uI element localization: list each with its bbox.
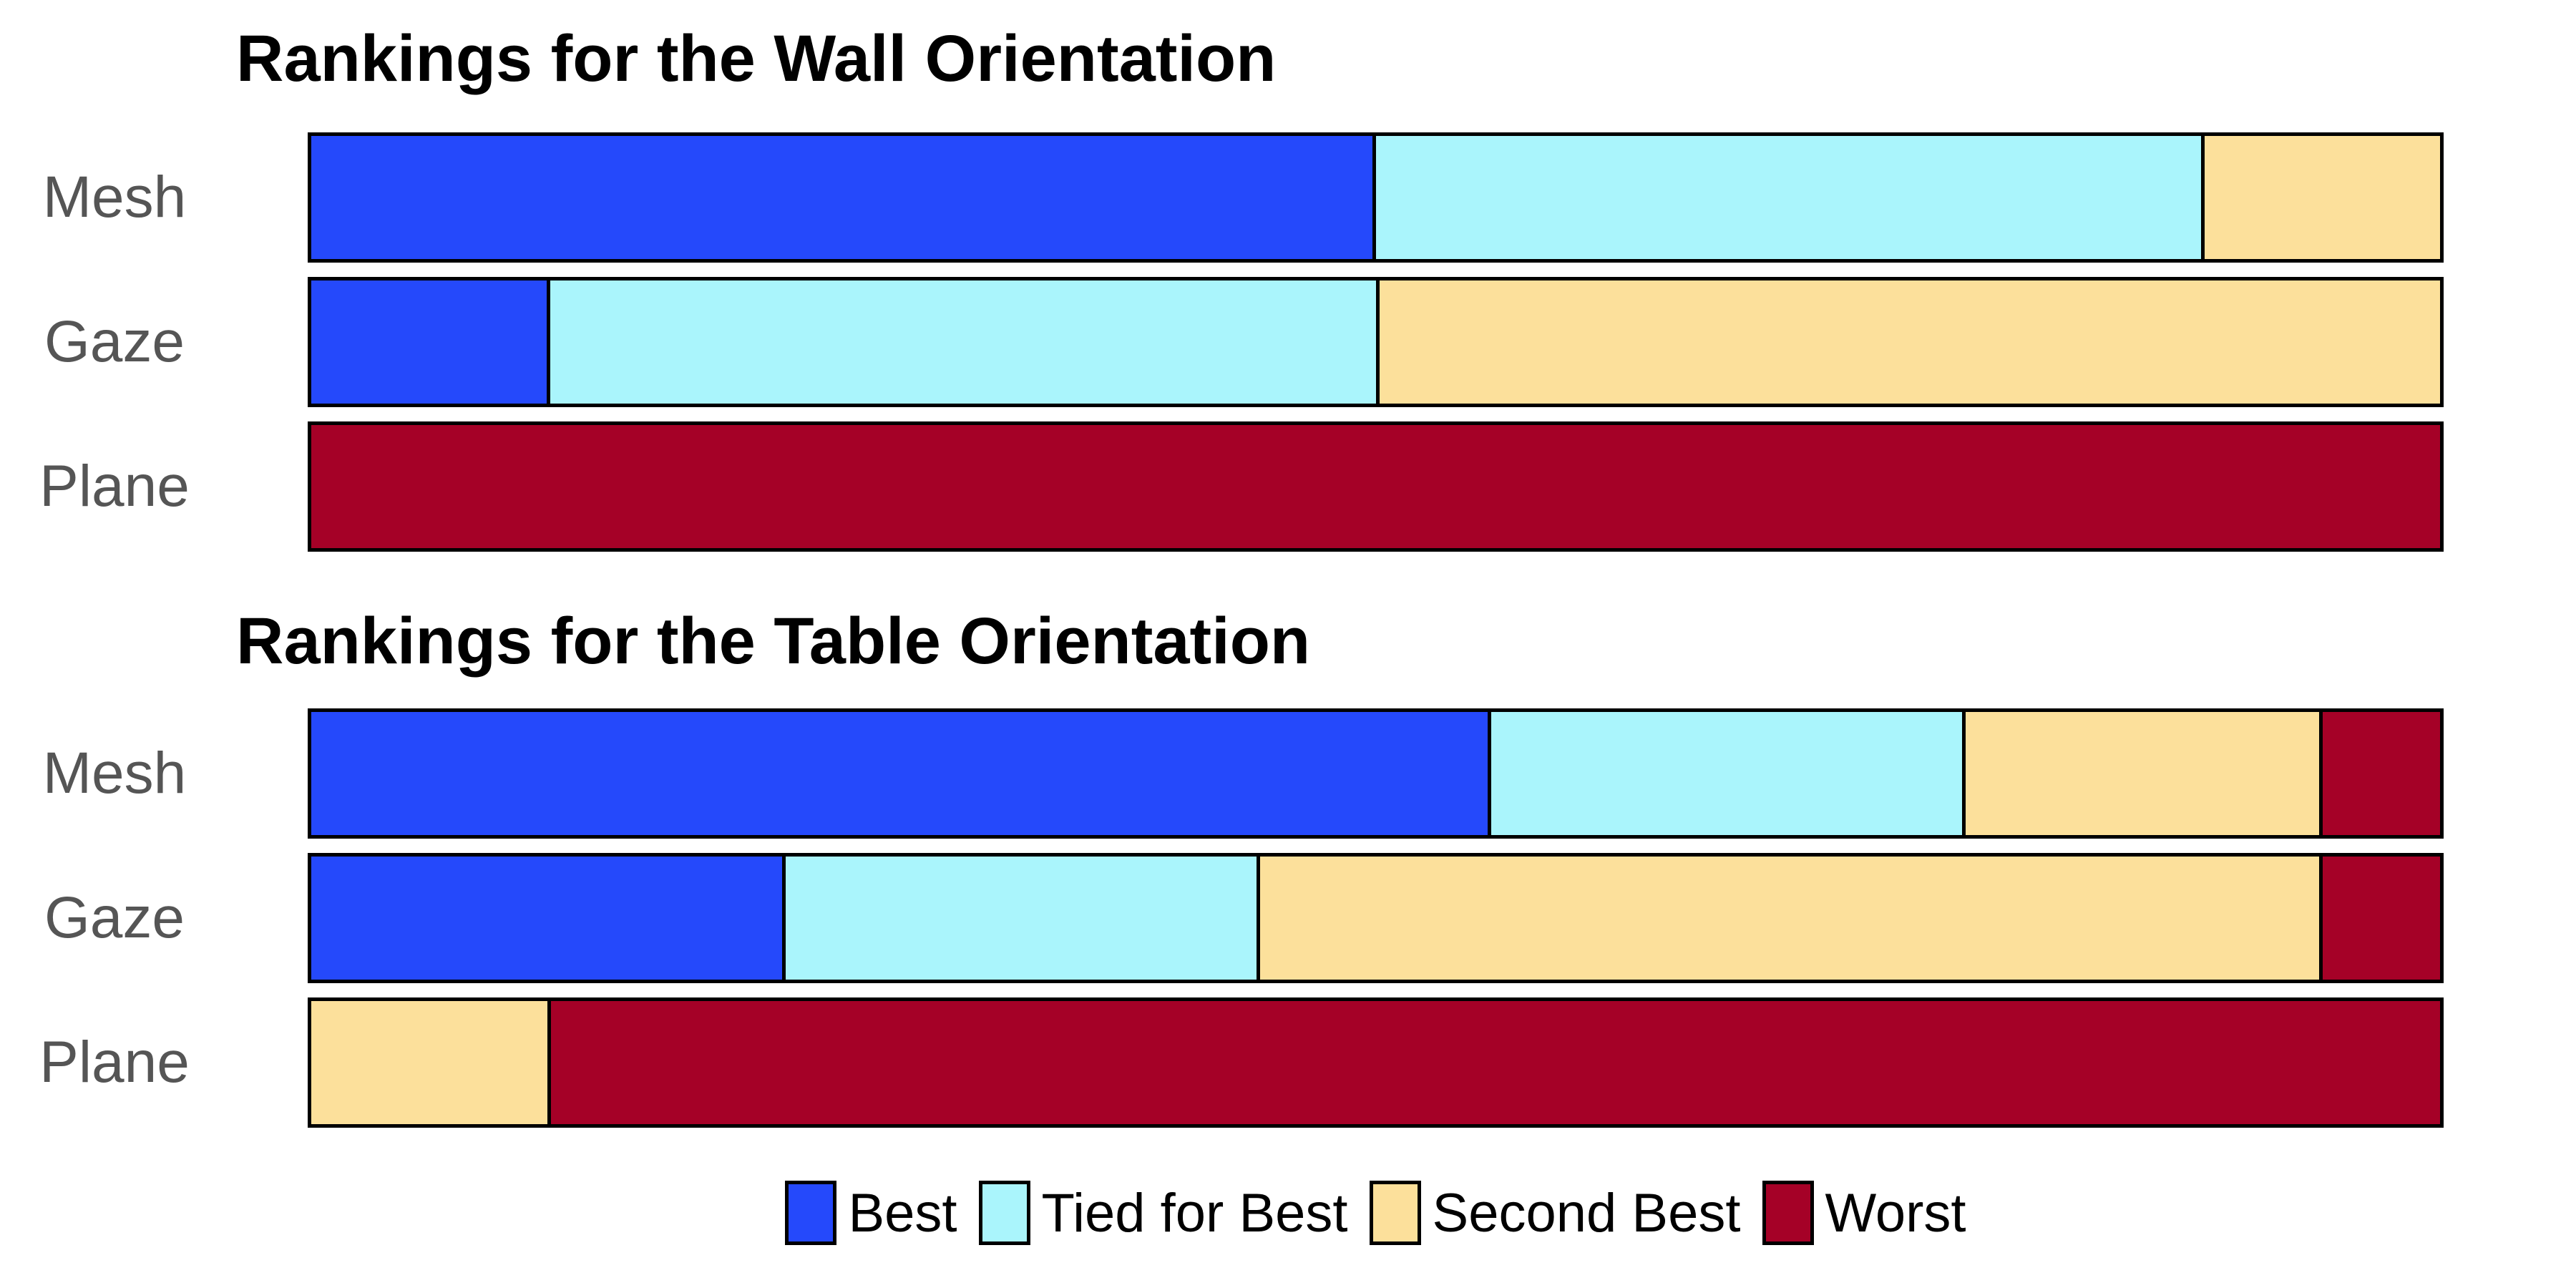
- bar-table-plane: [308, 997, 2444, 1128]
- legend-item-tied-for-best: Tied for Best: [978, 1181, 1348, 1245]
- chart-title-table: Rankings for the Table Orientation: [236, 605, 1311, 678]
- row-label-wall-plane: Plane: [39, 454, 190, 519]
- bar-segment-table-plane-second-best: [311, 1001, 547, 1124]
- bar-segment-table-mesh-tied-for-best: [1491, 712, 1963, 835]
- row-label-table-mesh: Mesh: [42, 741, 187, 806]
- bar-segment-wall-gaze-tied-for-best: [550, 280, 1376, 404]
- legend: Best Tied for Best Second Best Worst: [308, 1174, 2444, 1252]
- bar-wall-gaze: [308, 277, 2444, 407]
- bar-segment-wall-mesh-second-best: [2204, 136, 2440, 259]
- chart-title-wall: Rankings for the Wall Orientation: [236, 22, 1277, 95]
- bar-table-gaze: [308, 853, 2444, 983]
- bar-segment-table-gaze-tied-for-best: [785, 857, 1257, 980]
- bar-segment-wall-mesh-tied-for-best: [1375, 136, 2201, 259]
- legend-label-second-best: Second Best: [1432, 1182, 1741, 1244]
- bar-segment-table-gaze-worst: [2322, 857, 2440, 980]
- bar-segment-wall-gaze-best: [311, 280, 547, 404]
- legend-label-tied-for-best: Tied for Best: [1041, 1182, 1348, 1244]
- bar-segment-table-mesh-second-best: [1966, 712, 2319, 835]
- row-label-table-plane: Plane: [39, 1030, 190, 1095]
- bar-segment-table-mesh-best: [311, 712, 1488, 835]
- bar-wall-mesh: [308, 132, 2444, 263]
- legend-label-best: Best: [848, 1182, 957, 1244]
- legend-label-worst: Worst: [1825, 1182, 1966, 1244]
- bar-segment-table-gaze-second-best: [1259, 857, 2319, 980]
- row-label-wall-gaze: Gaze: [44, 309, 185, 374]
- tied-for-best-swatch-icon: [978, 1181, 1030, 1245]
- bar-segment-wall-mesh-best: [311, 136, 1372, 259]
- second-best-swatch-icon: [1369, 1181, 1421, 1245]
- row-label-wall-mesh: Mesh: [42, 165, 187, 230]
- legend-item-worst: Worst: [1762, 1181, 1966, 1245]
- bar-table-mesh: [308, 708, 2444, 839]
- bar-segment-table-plane-worst: [551, 1001, 2440, 1124]
- legend-item-best: Best: [785, 1181, 957, 1245]
- bar-segment-table-mesh-worst: [2322, 712, 2440, 835]
- bar-wall-plane: [308, 421, 2444, 552]
- row-label-table-gaze: Gaze: [44, 885, 185, 950]
- bar-segment-wall-gaze-second-best: [1379, 280, 2440, 404]
- bar-segment-table-gaze-best: [311, 857, 782, 980]
- best-swatch-icon: [785, 1181, 837, 1245]
- worst-swatch-icon: [1762, 1181, 1814, 1245]
- bar-segment-wall-plane-worst: [311, 425, 2440, 548]
- legend-item-second-best: Second Best: [1369, 1181, 1741, 1245]
